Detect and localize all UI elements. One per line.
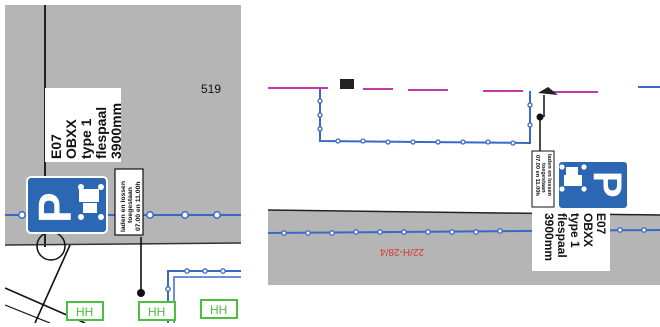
parking-sign: P bbox=[26, 176, 108, 234]
cable-loop-dots bbox=[317, 98, 533, 146]
label-line-1: E07 bbox=[48, 134, 64, 159]
subsign-text-3: 07.00 en 11.00h bbox=[534, 155, 540, 196]
subsign-text-1: laden en lossen bbox=[120, 181, 127, 232]
top-artifact-1 bbox=[340, 79, 354, 89]
label-line-4: flespaal bbox=[555, 213, 569, 258]
parking-subsign: laden en lossen toegestaan 07.00 en 11.0… bbox=[114, 168, 144, 236]
label-line-3: type 1 bbox=[78, 118, 94, 159]
subsign-text-2: toegestaan bbox=[127, 187, 134, 223]
magenta-dashed-line bbox=[268, 87, 598, 93]
parking-sign: P bbox=[557, 160, 629, 210]
label-line-5: 3900mm bbox=[108, 103, 124, 159]
pole-label: E07 OBXX type 1 flespaal 3900mm bbox=[532, 211, 610, 271]
right-map-drawing: 22/H-28/4 laden en lossen toegestaan 07.… bbox=[268, 5, 660, 285]
hh-label-1: HH bbox=[76, 305, 93, 319]
pole-label: E07 OBXX type 1 flespaal 3900mm bbox=[45, 88, 124, 162]
label-line-2: OBXX bbox=[581, 213, 595, 247]
hh-box-1: HH bbox=[66, 301, 104, 321]
hh-label-2: HH bbox=[148, 305, 165, 319]
label-line-5: 3900mm bbox=[542, 213, 556, 261]
subsign-text-3: 07.00 en 11.00h bbox=[135, 181, 142, 231]
label-line-1: E07 bbox=[594, 213, 608, 235]
parking-letter: P bbox=[29, 192, 81, 223]
cable-loop bbox=[319, 89, 531, 145]
label-line-3: type 1 bbox=[568, 213, 582, 248]
cable-road-dots bbox=[281, 227, 647, 236]
label-line-4: flespaal bbox=[93, 107, 109, 159]
pole-dot bbox=[137, 289, 145, 297]
cable-dots-lower bbox=[165, 268, 226, 292]
parking-subsign: laden en lossen toegestaan 07.00 en 11.0… bbox=[531, 150, 555, 208]
cable-dots-main bbox=[18, 211, 221, 219]
hh-box-2: HH bbox=[138, 301, 176, 321]
red-road-marking: 22/H-28/4 bbox=[380, 246, 424, 257]
plot-number: 519 bbox=[201, 82, 221, 96]
diagonal-line-2 bbox=[34, 244, 71, 323]
road-edge bbox=[5, 242, 241, 246]
right-map-panel: 22/H-28/4 laden en lossen toegestaan 07.… bbox=[268, 5, 660, 285]
left-map-panel: P laden en lossen toegestaan 07.00 en 11… bbox=[5, 5, 241, 323]
truck-icon bbox=[78, 184, 104, 220]
parking-letter: P bbox=[585, 171, 629, 198]
top-artifact-2 bbox=[538, 87, 558, 95]
hh-label-3: HH bbox=[210, 303, 227, 317]
hh-box-3: HH bbox=[200, 299, 238, 319]
left-map-drawing: P laden en lossen toegestaan 07.00 en 11… bbox=[5, 5, 241, 323]
subsign-text-1: laden en lossen bbox=[546, 154, 552, 197]
truck-icon bbox=[559, 164, 587, 192]
subsign-text-2: toegestaan bbox=[540, 163, 546, 193]
label-line-2: OBXX bbox=[63, 119, 79, 159]
diagonal-line-3 bbox=[5, 304, 51, 323]
